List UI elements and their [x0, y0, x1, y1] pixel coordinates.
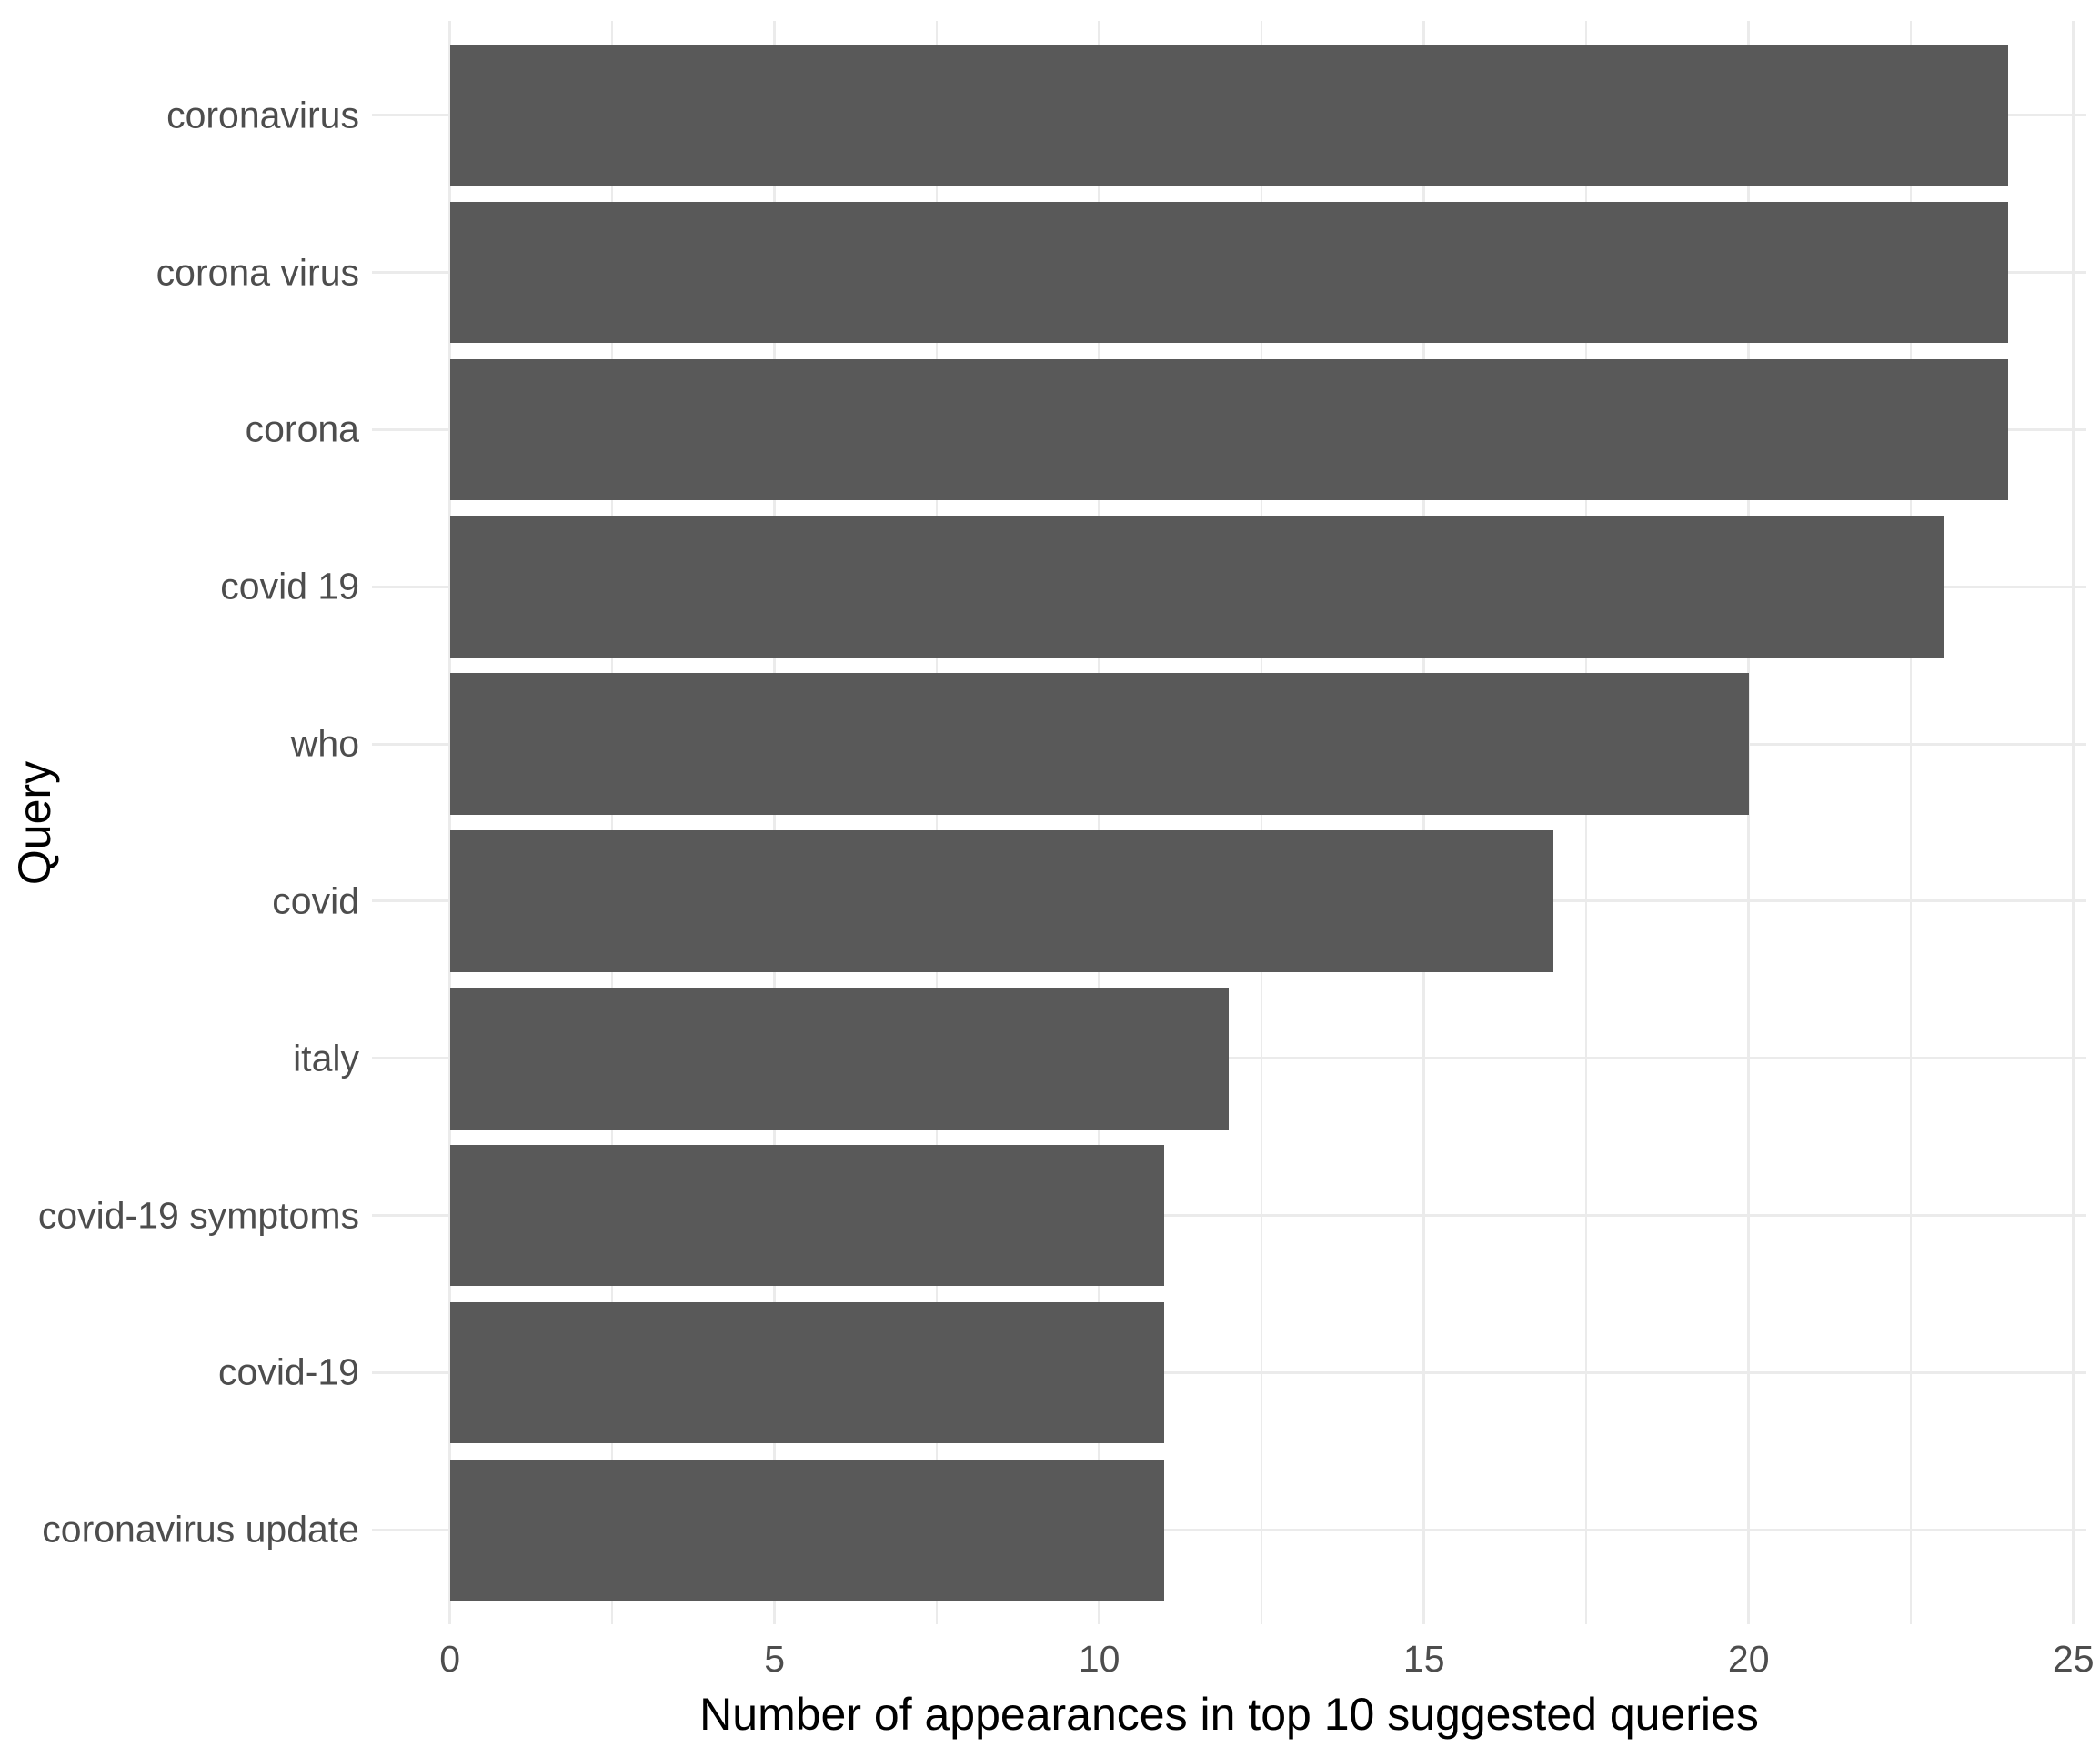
y-tick-label: covid 19: [220, 565, 359, 607]
gridline-major-x-0: [448, 21, 452, 1624]
x-axis-title: Number of appearances in top 10 suggeste…: [699, 1689, 1759, 1740]
gridline-minor-x-12.5: [1261, 21, 1263, 1624]
bar-corona: [449, 358, 2009, 501]
bar-coronavirus-update: [449, 1459, 1165, 1601]
bar-covid-19: [449, 1301, 1165, 1444]
y-tick-label: covid-19: [218, 1350, 359, 1393]
y-tick-label: covid-19 symptoms: [37, 1194, 359, 1237]
y-tick-label: coronavirus update: [42, 1508, 359, 1551]
gridline-major-x-15: [1422, 21, 1426, 1624]
x-tick-label: 10: [1078, 1638, 1120, 1680]
gridline-major-x-20: [1747, 21, 1751, 1624]
x-tick-label: 0: [439, 1638, 461, 1680]
gridline-major-x-10: [1098, 21, 1101, 1624]
bar-italy: [449, 987, 1230, 1130]
y-axis-title: Query: [9, 760, 60, 885]
bar-corona-virus: [449, 201, 2009, 344]
gridline-major-y-9: [372, 1528, 2086, 1531]
y-tick-label: italy: [293, 1037, 359, 1079]
bar-coronavirus: [449, 44, 2009, 186]
x-tick-label: 20: [1727, 1638, 1770, 1680]
x-tick-label: 5: [764, 1638, 786, 1680]
bar-covid-19: [449, 516, 1944, 658]
gridline-minor-x-7.5: [936, 21, 939, 1624]
gridline-minor-x-22.5: [1910, 21, 1913, 1624]
gridline-major-x-5: [773, 21, 777, 1624]
y-tick-label: who: [290, 722, 359, 765]
y-tick-label: corona: [245, 407, 359, 450]
gridline-minor-x-2.5: [611, 21, 614, 1624]
x-tick-label: 25: [2052, 1638, 2095, 1680]
gridline-major-y-6: [372, 1057, 2086, 1060]
bar-covid-19-symptoms: [449, 1144, 1165, 1287]
plot-panel: [372, 21, 2086, 1624]
y-tick-label: covid: [272, 879, 359, 922]
y-tick-label: corona virus: [156, 251, 359, 294]
y-tick-label: coronavirus: [166, 94, 359, 136]
gridline-minor-x-17.5: [1585, 21, 1588, 1624]
bar-who: [449, 673, 1749, 815]
gridline-major-x-25: [2072, 21, 2075, 1624]
gridline-major-y-8: [372, 1370, 2086, 1374]
bar-covid: [449, 830, 1554, 972]
gridline-major-y-7: [372, 1214, 2086, 1218]
x-tick-label: 15: [1402, 1638, 1445, 1680]
